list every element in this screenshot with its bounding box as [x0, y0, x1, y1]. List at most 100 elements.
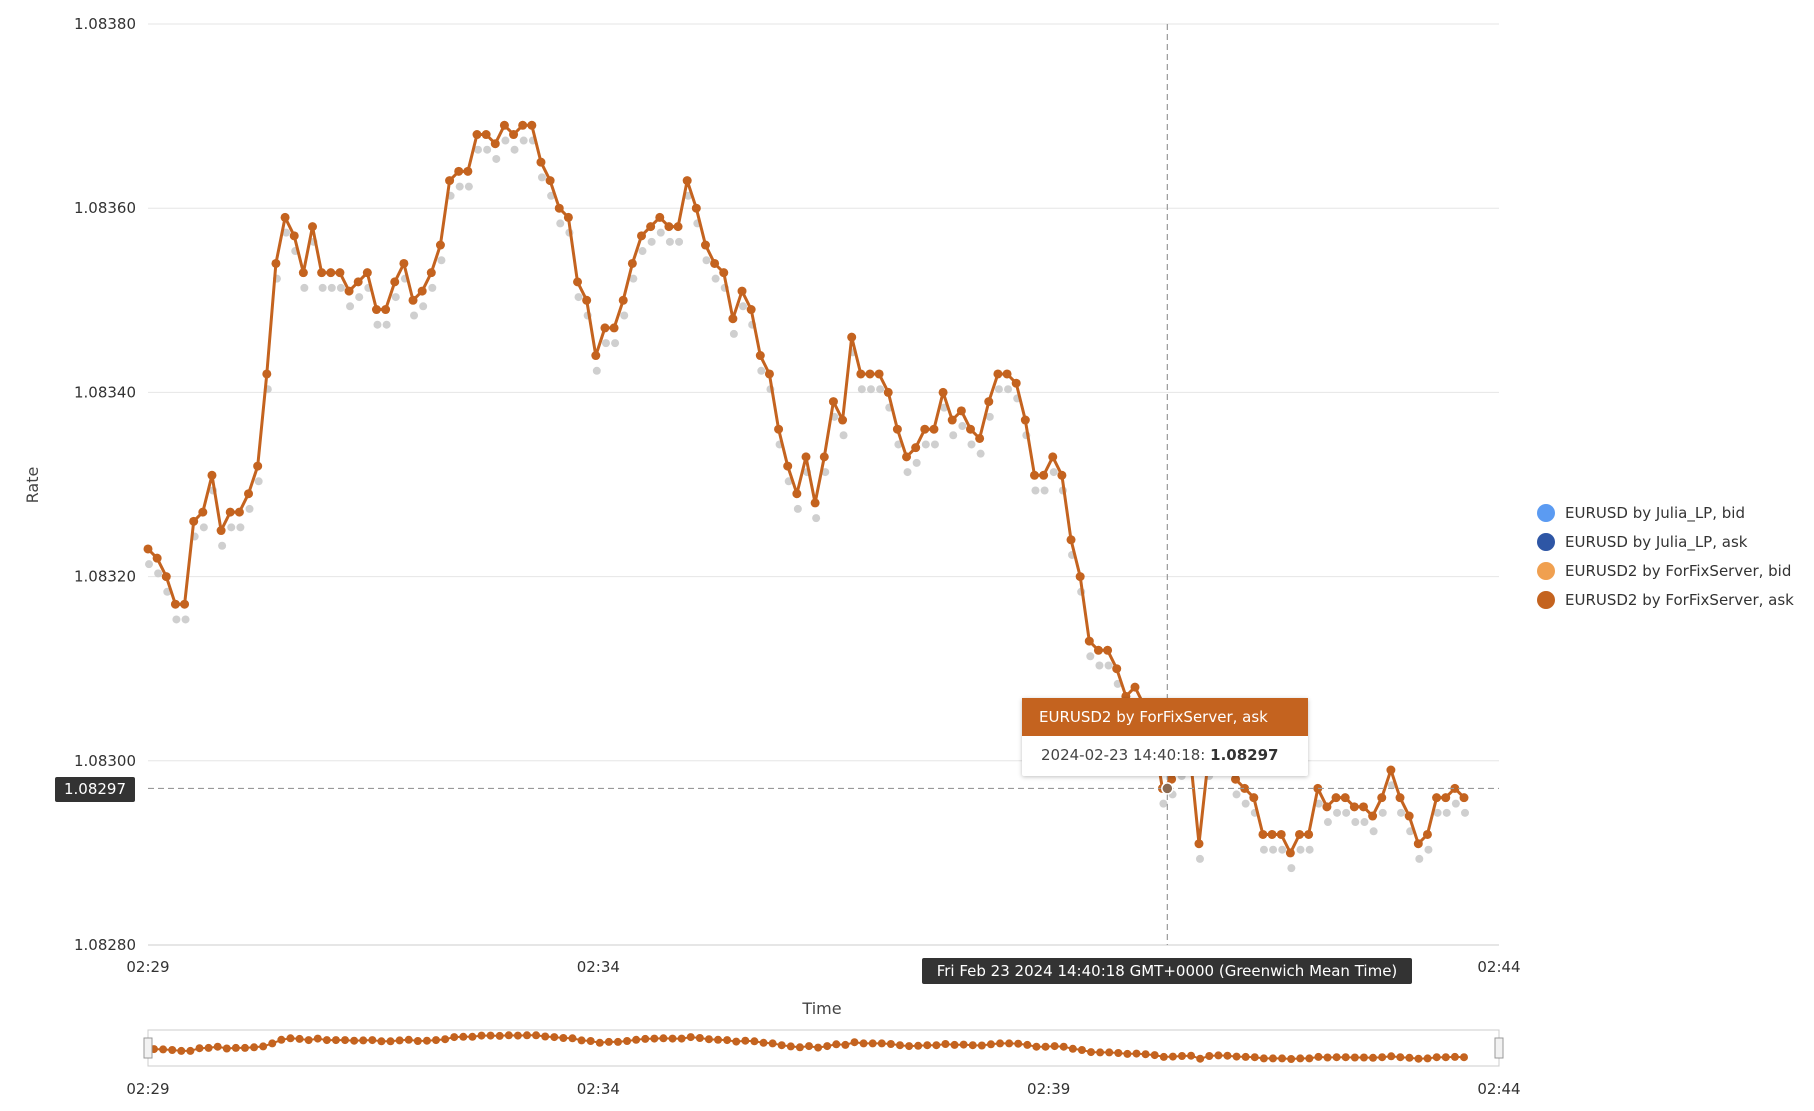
data-point[interactable] [445, 176, 455, 186]
data-point[interactable] [454, 166, 464, 176]
data-point[interactable] [335, 268, 345, 278]
data-point[interactable] [152, 553, 162, 563]
data-point[interactable] [472, 130, 482, 140]
data-point[interactable] [1057, 470, 1067, 480]
data-point[interactable] [390, 277, 400, 287]
data-point[interactable] [1240, 783, 1250, 793]
data-point[interactable] [408, 295, 418, 305]
data-point[interactable] [911, 443, 921, 453]
data-point[interactable] [902, 452, 912, 462]
data-point[interactable] [774, 424, 784, 434]
data-point[interactable] [947, 415, 957, 425]
data-point[interactable] [673, 222, 683, 232]
series-points-eurusd2-ask[interactable] [143, 120, 1469, 858]
data-point[interactable] [1249, 793, 1259, 803]
data-point[interactable] [929, 424, 939, 434]
data-point[interactable] [573, 277, 583, 287]
data-point[interactable] [865, 369, 875, 379]
data-point[interactable] [1258, 829, 1268, 839]
data-point[interactable] [1432, 793, 1442, 803]
legend-item[interactable]: EURUSD2 by ForFixServer, bid [1537, 562, 1791, 580]
data-point[interactable] [1002, 369, 1012, 379]
data-point[interactable] [244, 489, 254, 499]
navigator-frame[interactable] [147, 1029, 1500, 1067]
data-point[interactable] [554, 203, 564, 213]
data-point[interactable] [801, 452, 811, 462]
data-point[interactable] [189, 516, 199, 526]
data-point[interactable] [710, 258, 720, 268]
data-point[interactable] [399, 258, 409, 268]
data-point[interactable] [627, 258, 637, 268]
data-point[interactable] [1295, 829, 1304, 839]
legend-item[interactable]: EURUSD2 by ForFixServer, ask [1537, 591, 1794, 609]
data-point[interactable] [1285, 848, 1295, 858]
data-point[interactable] [993, 369, 1003, 379]
data-point[interactable] [938, 387, 948, 397]
data-point[interactable] [1066, 535, 1076, 545]
data-point[interactable] [353, 277, 363, 287]
data-point[interactable] [518, 120, 528, 130]
data-point[interactable] [207, 470, 217, 480]
data-point[interactable] [582, 295, 592, 305]
data-point[interactable] [1039, 470, 1049, 480]
data-point[interactable] [1349, 802, 1359, 812]
data-point[interactable] [810, 498, 820, 508]
data-point[interactable] [527, 120, 537, 130]
data-point[interactable] [1413, 839, 1423, 849]
data-point[interactable] [499, 120, 509, 130]
data-point[interactable] [1011, 378, 1021, 388]
data-point[interactable] [289, 231, 299, 241]
data-point[interactable] [545, 176, 555, 186]
data-point[interactable] [956, 406, 966, 416]
data-point[interactable] [746, 305, 756, 315]
legend-item[interactable]: EURUSD by Julia_LP, ask [1537, 533, 1748, 552]
data-point[interactable] [719, 268, 729, 278]
series-layer[interactable] [143, 120, 1470, 873]
data-point[interactable] [646, 222, 656, 232]
data-point[interactable] [856, 369, 866, 379]
data-point[interactable] [1377, 793, 1387, 803]
data-point[interactable] [1331, 793, 1341, 803]
data-point[interactable] [262, 369, 272, 379]
data-point[interactable] [819, 452, 829, 462]
data-point[interactable] [463, 166, 473, 176]
data-point[interactable] [1404, 811, 1414, 821]
data-point[interactable] [1093, 645, 1103, 655]
data-point[interactable] [600, 323, 610, 333]
data-point[interactable] [637, 231, 646, 241]
data-point[interactable] [984, 397, 994, 407]
data-point[interactable] [225, 507, 235, 517]
data-point[interactable] [1368, 811, 1378, 821]
data-point[interactable] [1322, 802, 1332, 812]
data-point[interactable] [344, 286, 354, 296]
data-point[interactable] [1112, 664, 1122, 674]
data-point[interactable] [417, 286, 427, 296]
data-point[interactable] [1459, 793, 1469, 803]
data-point[interactable] [1084, 636, 1094, 646]
data-point[interactable] [1441, 793, 1451, 803]
data-point[interactable] [728, 314, 738, 324]
data-point[interactable] [609, 323, 619, 333]
data-point[interactable] [792, 489, 802, 499]
data-point[interactable] [1029, 470, 1039, 480]
data-point[interactable] [509, 130, 519, 140]
data-point[interactable] [381, 305, 391, 315]
data-point[interactable] [920, 424, 930, 434]
data-point[interactable] [783, 461, 793, 471]
data-point[interactable] [253, 461, 263, 471]
data-point[interactable] [655, 212, 665, 222]
data-point[interactable] [828, 397, 838, 407]
data-point[interactable] [481, 130, 491, 140]
data-point[interactable] [700, 240, 710, 250]
data-point[interactable] [591, 351, 601, 361]
data-point[interactable] [1167, 774, 1177, 784]
data-point[interactable] [234, 507, 244, 517]
data-point[interactable] [1386, 765, 1396, 775]
data-point[interactable] [764, 369, 774, 379]
navigator[interactable]: 02:29 02:34 02:39 02:44 [126, 1029, 1521, 1098]
data-point[interactable] [435, 240, 445, 250]
data-point[interactable] [1103, 645, 1113, 655]
data-point[interactable] [1450, 783, 1460, 793]
data-point[interactable] [536, 157, 546, 167]
data-point[interactable] [1231, 774, 1241, 784]
